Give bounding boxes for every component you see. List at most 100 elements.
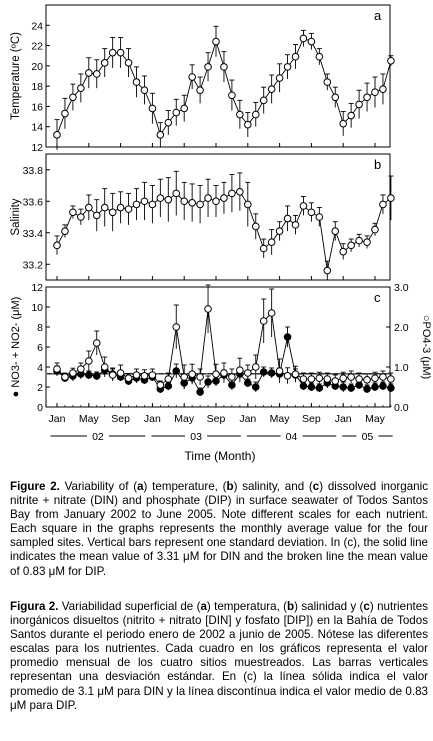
series-dip-point — [355, 375, 363, 383]
panel-a-letter: a — [374, 8, 382, 23]
series-a-point — [212, 37, 220, 46]
series-b-point — [132, 200, 141, 209]
series-a-point — [204, 63, 212, 71]
series-din-point — [251, 383, 260, 391]
series-dip-point — [116, 369, 125, 377]
series-din-point — [315, 384, 324, 392]
series-a-point — [275, 74, 284, 82]
panel-b-ytick-label: 33.2 — [23, 259, 44, 271]
panel-c-ytick-label: 12 — [31, 282, 43, 294]
month-tick-label: Sep — [302, 413, 321, 425]
panel-c-frame — [45, 286, 391, 408]
panel-c-right-ytick-label: 3.0 — [394, 282, 409, 294]
series-din-point — [259, 368, 268, 376]
series-a-point — [236, 110, 244, 119]
series-b-point — [244, 200, 252, 209]
series-a-point — [244, 120, 252, 129]
series-b-point — [283, 214, 292, 223]
series-b-point — [92, 211, 101, 220]
series-a-point — [172, 108, 181, 117]
caption-english: Figure 2. Variability of (a) temperature… — [10, 480, 428, 579]
series-a-point — [387, 56, 395, 65]
series-dip-point — [291, 370, 300, 379]
month-tick-label: Sep — [207, 413, 226, 425]
series-dip-point — [275, 367, 284, 375]
series-a-point — [100, 59, 109, 67]
series-b-point — [124, 205, 133, 213]
series-dip-point — [323, 375, 332, 383]
year-label: 03 — [190, 431, 202, 443]
series-a-point — [77, 84, 85, 92]
series-a-point — [307, 37, 316, 46]
series-dip-point — [283, 372, 292, 380]
series-dip-point — [236, 366, 244, 375]
caption-en-part4: ) dissolved inorganic nitrite + nitrate … — [10, 480, 428, 578]
series-a-point — [315, 52, 324, 61]
panel-c-ytick-label: 2 — [37, 382, 43, 394]
series-dip-point — [53, 365, 61, 373]
series-dip-point — [251, 363, 260, 371]
series-dip-point — [148, 371, 157, 379]
series-b-point — [339, 247, 348, 256]
panel-b-ytick-label: 33.8 — [23, 165, 44, 177]
caption-en-label: Figure 2. — [10, 480, 60, 493]
series-dip-point — [307, 375, 316, 383]
series-dip-point — [100, 363, 109, 371]
panel-c-ytick-label: 8 — [37, 322, 43, 334]
series-a-point — [291, 52, 300, 61]
caption-es-part3: ) salinidad y ( — [294, 600, 364, 613]
caption-en-a: a — [137, 480, 144, 493]
series-din-point — [92, 372, 101, 380]
panel-b-letter: b — [374, 157, 381, 172]
series-b-point — [140, 197, 149, 206]
caption-es-b: b — [287, 600, 295, 613]
series-b-point — [379, 200, 387, 209]
series-a-point — [164, 118, 173, 127]
panel-a-ytick-label: 18 — [31, 81, 43, 93]
panel-a-ytick-label: 12 — [31, 142, 43, 154]
series-dip-point — [180, 373, 188, 381]
series-b-point — [387, 194, 395, 202]
series-dip-point — [387, 375, 395, 383]
year-label: 02 — [92, 431, 104, 443]
month-tick-label: Jan — [49, 413, 66, 425]
series-b-point — [69, 208, 77, 217]
panel-c-ylabel-left: ● NO3- + NO2- (μM) — [10, 297, 22, 398]
series-dip-point — [69, 369, 77, 377]
series-dip-point — [61, 373, 69, 381]
panel-b-frame — [45, 153, 391, 281]
series-b-point — [100, 203, 109, 212]
series-b-point — [196, 200, 204, 209]
series-b-point — [275, 227, 284, 235]
series-dip-point — [108, 371, 117, 379]
series-dip-point — [204, 305, 212, 313]
series-b-point — [347, 241, 355, 250]
series-a-point — [53, 131, 61, 139]
series-a-point — [196, 86, 204, 94]
series-a-point — [331, 93, 340, 102]
series-dip-point — [132, 371, 141, 379]
caption-en-part3: ) salinity, and ( — [233, 480, 313, 493]
series-dip-point — [188, 370, 196, 379]
series-a-point — [267, 85, 276, 93]
series-dip-point — [140, 372, 149, 380]
series-b-point — [53, 241, 61, 250]
month-tick-label: Jan — [335, 413, 352, 425]
chart-marks: 1214161820222433.233.433.633.80246810120… — [23, 20, 409, 443]
series-a-point — [363, 93, 371, 102]
series-dip-point — [164, 375, 173, 383]
x-axis-title: Time (Month) — [185, 449, 256, 463]
panel-a-ylabel: Temperature (ºC) — [10, 32, 22, 120]
series-b-point — [267, 238, 276, 246]
series-dip-point — [92, 339, 101, 347]
panel-c-ytick-label: 4 — [37, 362, 43, 374]
month-tick-label: May — [270, 413, 291, 425]
series-b-point — [204, 194, 212, 202]
series-dip-point — [315, 374, 324, 383]
series-a-point — [132, 78, 141, 86]
series-b-point — [299, 202, 308, 210]
caption-es-part2: ) temperatura, ( — [206, 600, 288, 613]
series-a-point — [283, 63, 292, 71]
caption-en-part1: Variability of ( — [59, 480, 138, 493]
series-b-point — [355, 236, 363, 245]
